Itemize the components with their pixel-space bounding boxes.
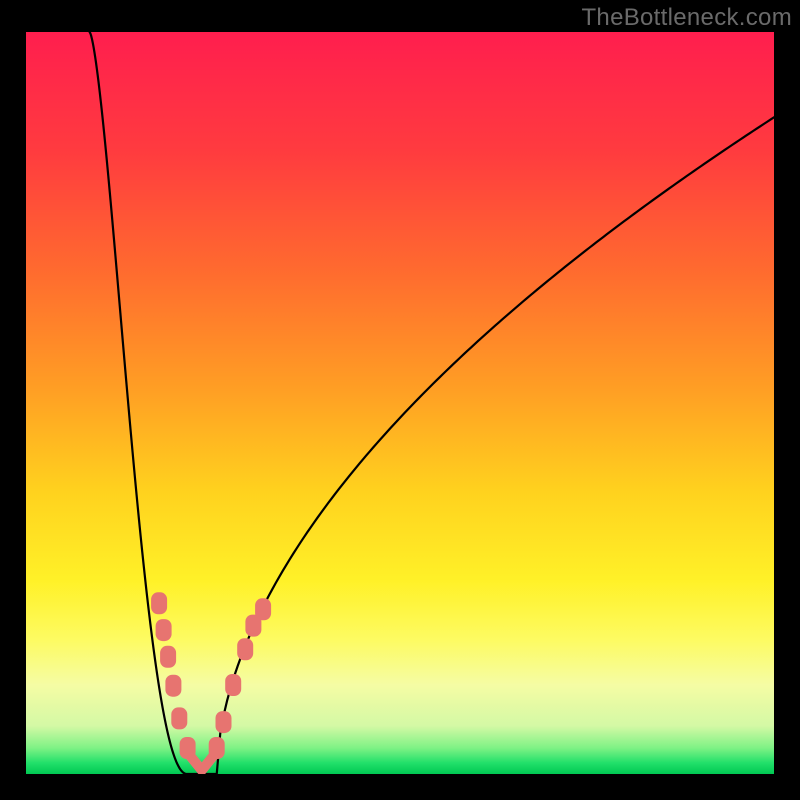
chart-overlay-svg xyxy=(26,32,774,774)
data-marker xyxy=(151,592,167,614)
chart-container: TheBottleneck.com xyxy=(0,0,800,800)
data-marker xyxy=(180,737,196,759)
data-marker xyxy=(171,707,187,729)
bottleneck-curve xyxy=(90,32,774,774)
data-marker xyxy=(216,711,232,733)
data-marker xyxy=(165,675,181,697)
plot-area xyxy=(26,32,774,774)
data-marker xyxy=(209,737,225,759)
data-marker xyxy=(156,619,172,641)
data-marker xyxy=(160,646,176,668)
watermark-text: TheBottleneck.com xyxy=(581,4,792,32)
data-marker xyxy=(255,598,271,620)
data-marker xyxy=(225,674,241,696)
data-marker xyxy=(237,638,253,660)
